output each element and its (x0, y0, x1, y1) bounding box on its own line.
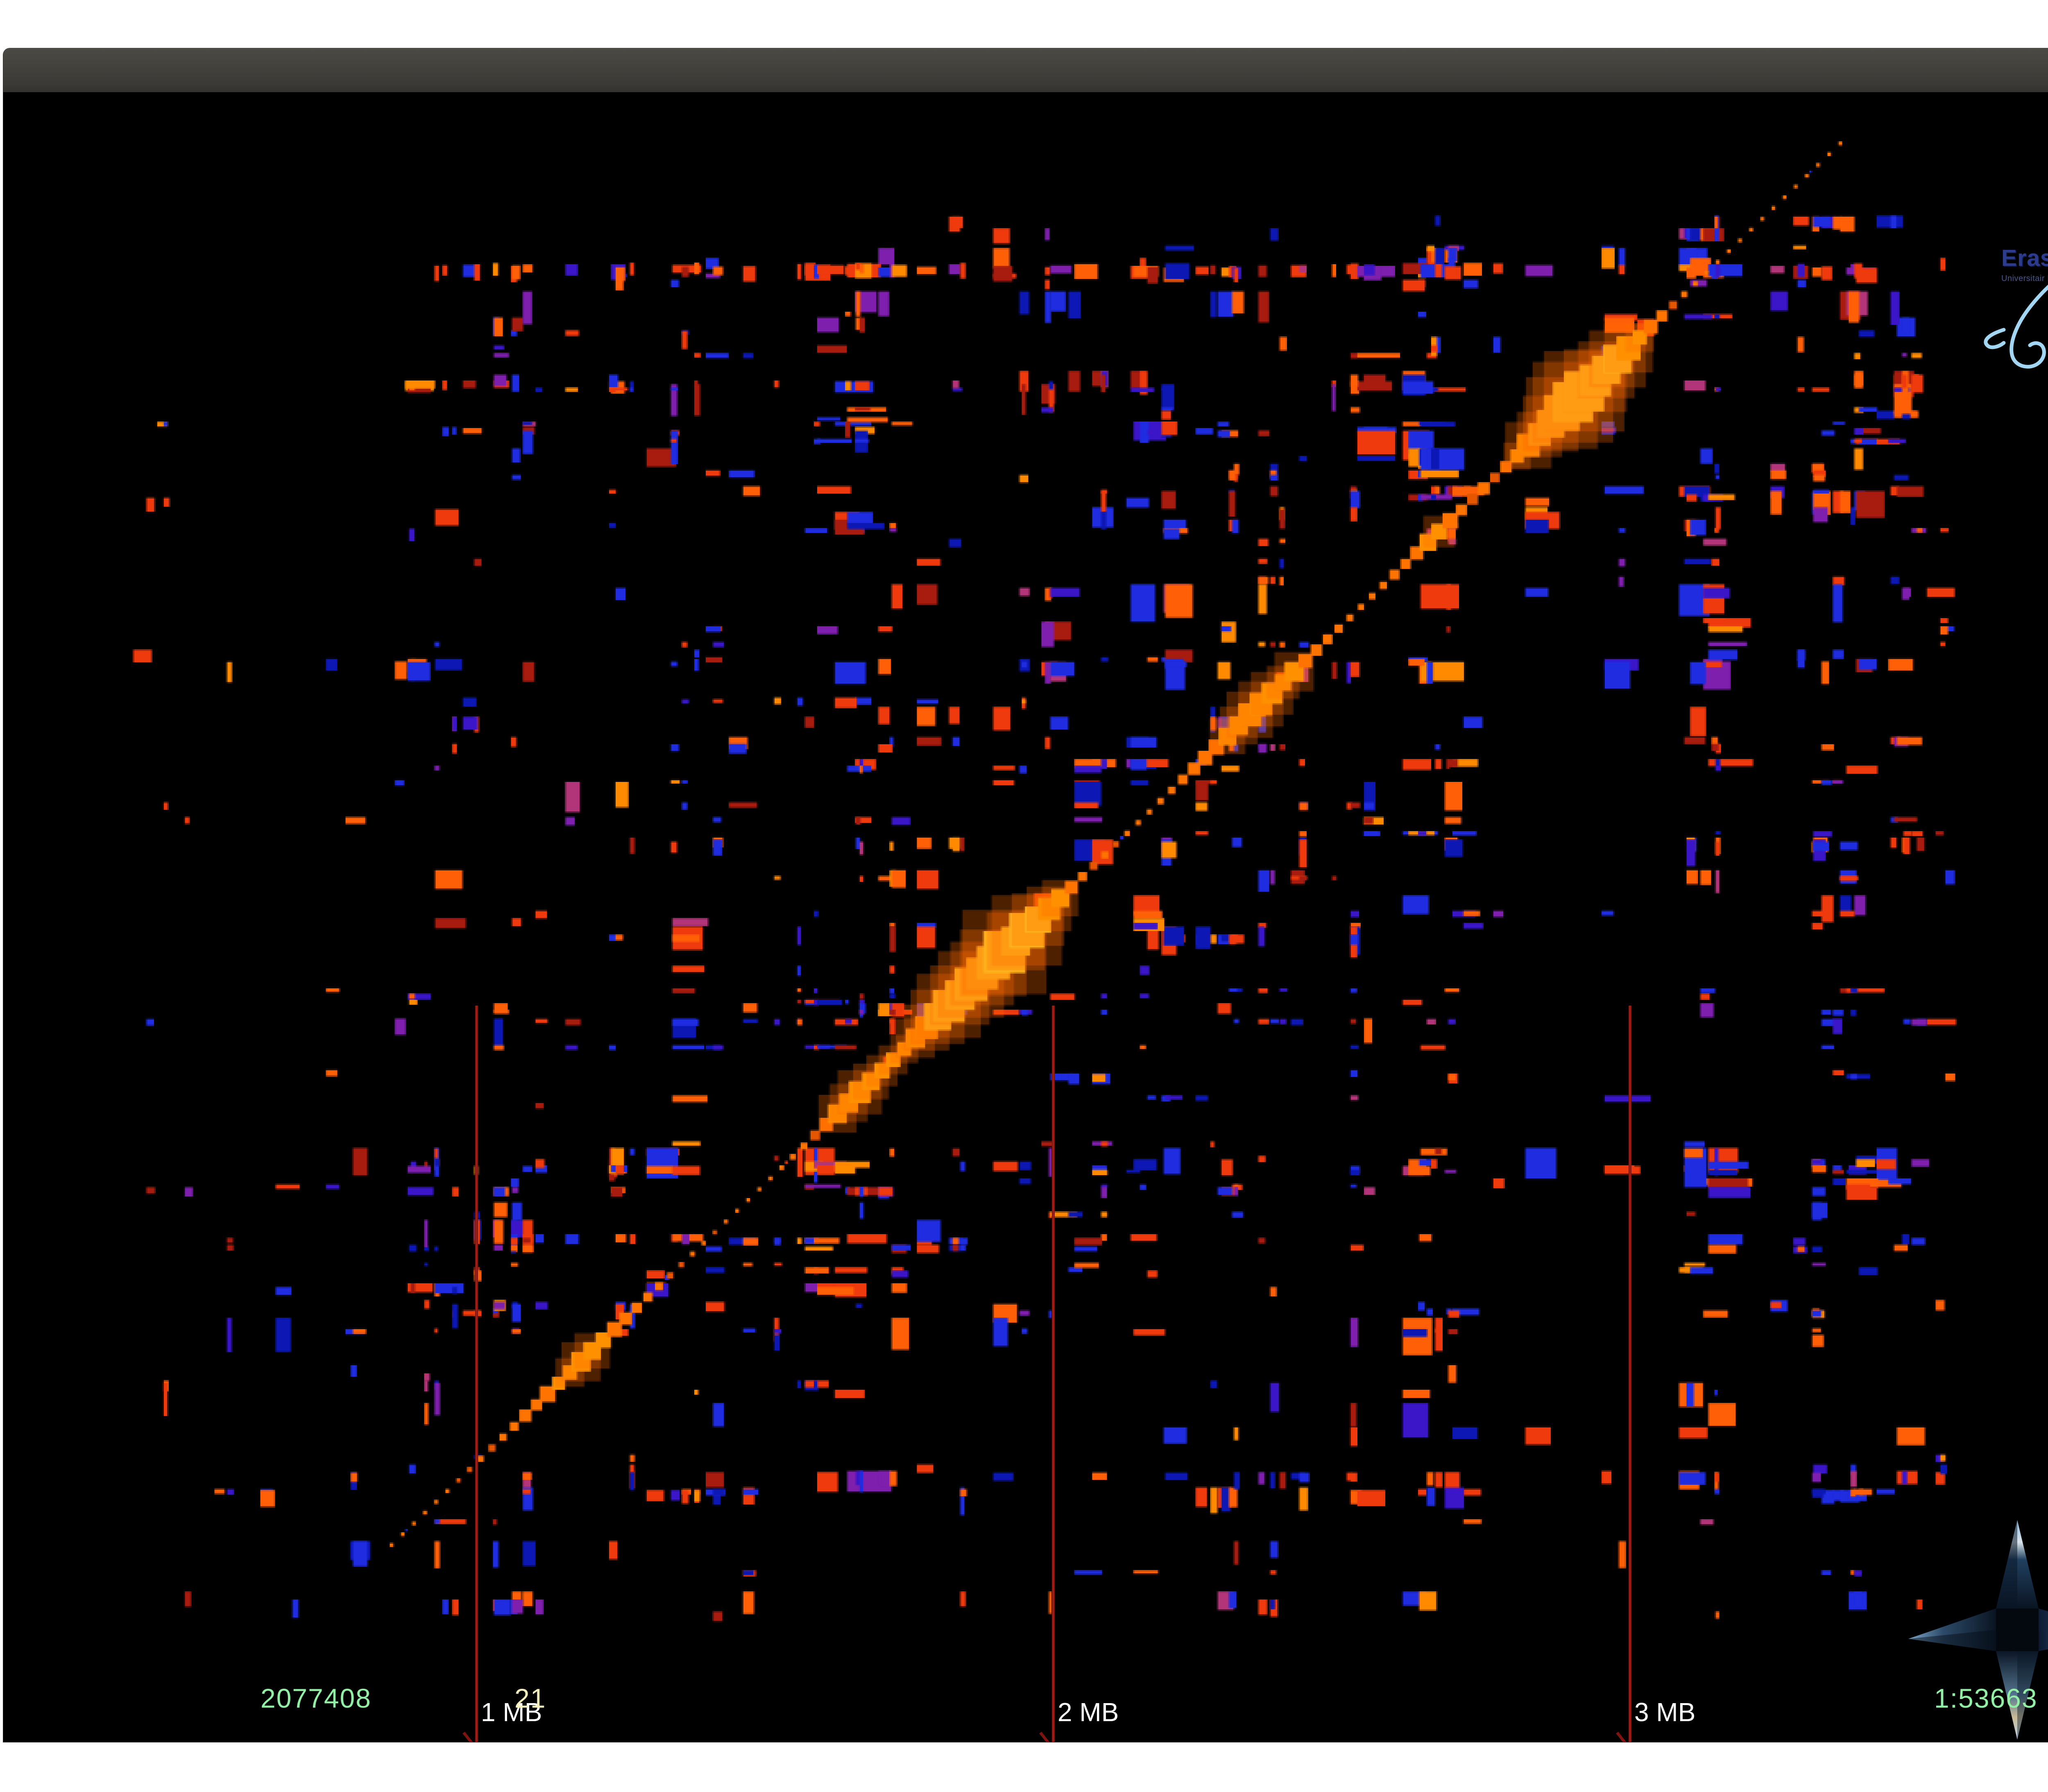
app-window: GLOBE 3D-Viewer 1 MB (3, 48, 2048, 1742)
marker-tail-icon (1616, 1731, 1627, 1742)
zoom-ratio-readout: 1:53663 (1934, 1683, 2038, 1713)
logo-title: Erasmus MC (2001, 245, 2048, 271)
marker-tail-icon (462, 1731, 473, 1742)
titlebar[interactable]: GLOBE 3D-Viewer (3, 48, 2048, 132)
viewport[interactable]: 1 MB 2 MB 3 MB Erasmus MC Universitair M… (3, 92, 2048, 1742)
scale-marker-label: 2 MB (1058, 1697, 1119, 1727)
marker-tail-icon (1039, 1731, 1050, 1742)
scale-marker: 2 MB (1039, 1006, 1119, 1742)
signature-icon (1984, 285, 2048, 369)
scale-marker-label: 3 MB (1634, 1697, 1696, 1727)
chromosome-readout: 21 (514, 1683, 546, 1713)
logo-subtitle: Universitair Medisch Centrum Rotterdam (2001, 274, 2048, 283)
compass-rose-icon (1908, 1520, 2048, 1740)
heatmap-canvas[interactable] (3, 92, 2048, 1742)
scale-marker-label: 1 MB (481, 1697, 542, 1727)
branding: Erasmus MC Universitair Medisch Centrum … (2001, 245, 2048, 283)
scale-marker: 3 MB (1616, 1006, 1695, 1742)
position-readout: 2077408 (261, 1683, 372, 1713)
scale-marker: 1 MB (462, 1006, 542, 1742)
